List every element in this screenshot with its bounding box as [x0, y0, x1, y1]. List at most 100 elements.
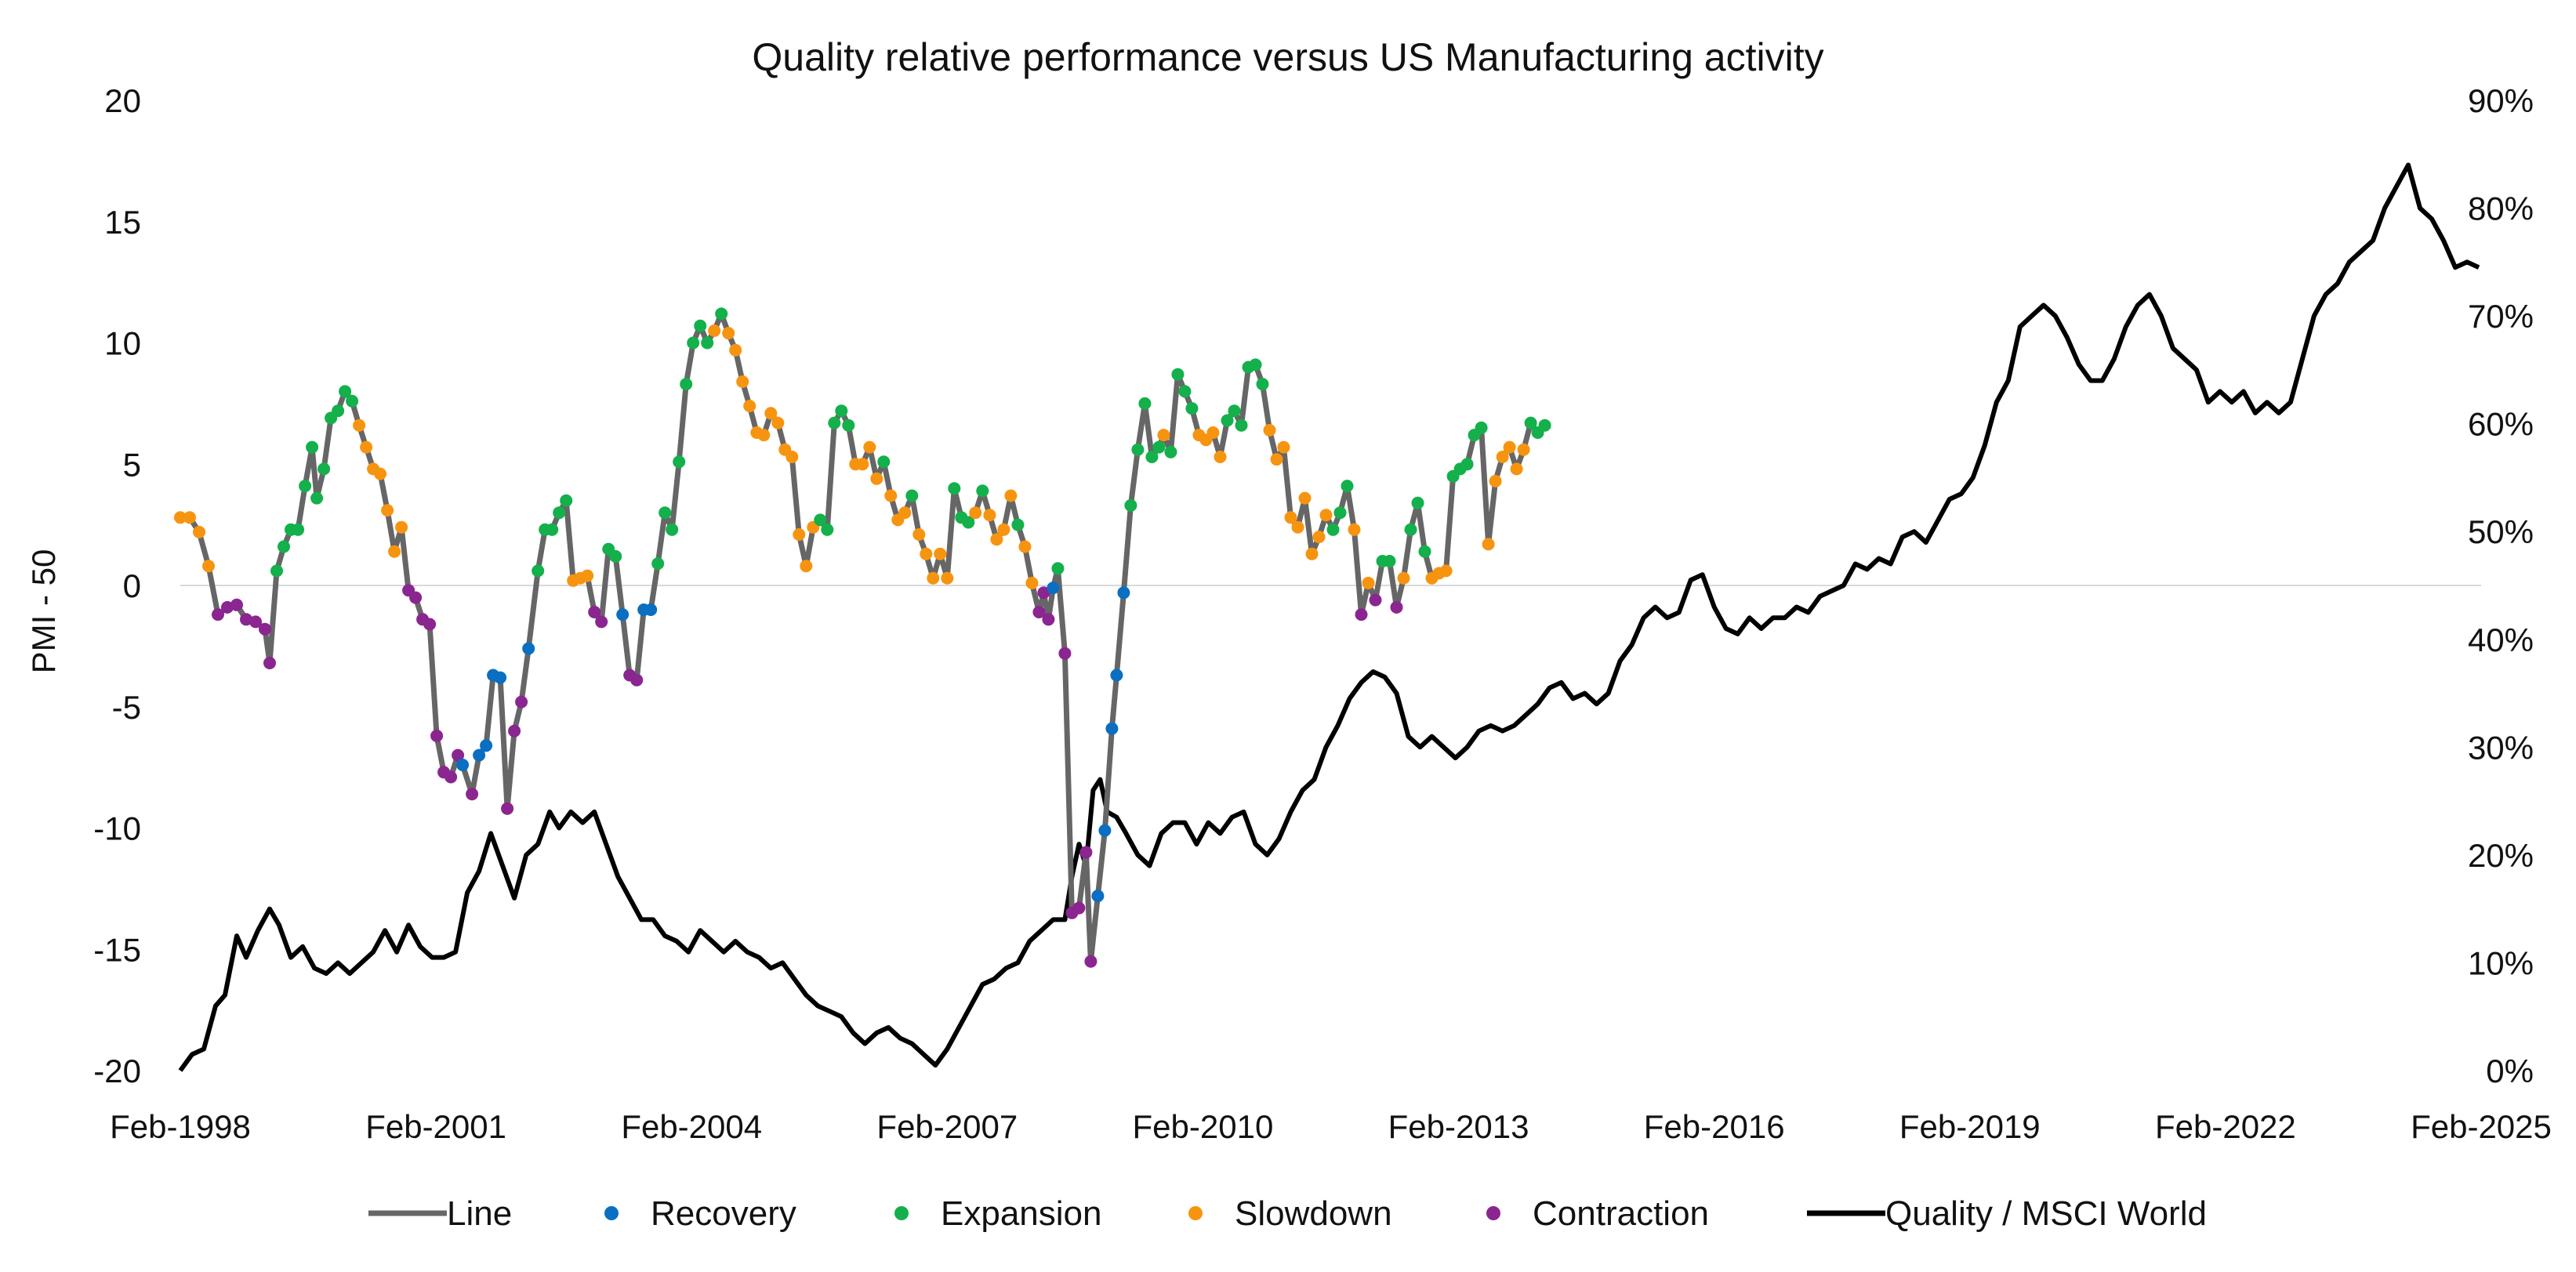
slowdown-dot [920, 547, 933, 560]
expansion-dot [1228, 404, 1241, 418]
expansion-dot [560, 494, 573, 507]
expansion-dot [317, 462, 331, 476]
legend-item: Quality / MSCI World [1807, 1194, 2207, 1233]
slowdown-dot [743, 400, 756, 412]
slowdown-dot [729, 343, 742, 357]
expansion-dot [842, 419, 855, 432]
y-tick-label: 0 [123, 567, 141, 604]
contraction-dot [515, 695, 528, 708]
slowdown-dot [381, 504, 394, 517]
legend-item: Expansion [894, 1194, 1101, 1233]
expansion-dot [299, 480, 312, 493]
recovery-dot [644, 603, 658, 616]
y-axis-label: PMI - 50 [25, 549, 62, 674]
x-tick-label: Feb-2004 [621, 1108, 762, 1145]
recovery-dot [480, 739, 493, 752]
expansion-dot [680, 378, 693, 391]
expansion-dot [877, 455, 891, 469]
expansion-dot [821, 523, 834, 536]
expansion-dot [1164, 445, 1177, 458]
contraction-dot [259, 622, 271, 636]
expansion-dot [1124, 498, 1137, 512]
series-layer [174, 162, 2480, 1072]
expansion-dot [651, 557, 665, 571]
contraction-dot [1037, 586, 1050, 600]
legend-item: Contraction [1486, 1194, 1709, 1233]
contraction-dot [230, 598, 243, 611]
slowdown-dot [736, 375, 749, 388]
recovery-dot [1110, 669, 1123, 682]
recovery-dot [1047, 582, 1060, 595]
expansion-dot [332, 404, 345, 418]
expansion-dot [1152, 440, 1166, 454]
slowdown-dot [1348, 523, 1361, 536]
x-tick-label: Feb-2016 [1644, 1108, 1785, 1145]
expansion-dot [659, 506, 672, 520]
slowdown-dot [1206, 426, 1220, 439]
x-tick-label: Feb-2010 [1133, 1108, 1274, 1145]
slowdown-dot [912, 528, 926, 541]
expansion-dot [1341, 480, 1354, 493]
expansion-dot [1221, 414, 1234, 427]
recovery-dot [616, 608, 629, 622]
expansion-dot [1051, 562, 1065, 575]
expansion-dot [814, 513, 827, 527]
slowdown-dot [1503, 440, 1516, 454]
expansion-dot [701, 336, 714, 350]
y-tick-label: 20 [104, 82, 141, 119]
expansion-dot [292, 523, 305, 536]
expansion-dot [306, 440, 319, 454]
slowdown-dot [990, 533, 1003, 546]
contraction-dot [430, 729, 444, 742]
y-tick-label: 15 [104, 204, 141, 241]
slowdown-dot [764, 407, 778, 420]
contraction-dot [249, 615, 262, 629]
expansion-dot [1460, 458, 1474, 471]
expansion-dot [346, 394, 359, 408]
y2-tick-label: 40% [2468, 622, 2534, 658]
expansion-dot [694, 319, 707, 332]
slowdown-dot [1489, 474, 1502, 487]
slowdown-dot [174, 511, 187, 524]
slowdown-dot [581, 569, 594, 582]
contraction-dot [423, 618, 437, 631]
slowdown-dot [1284, 511, 1297, 524]
y-tick-label: -5 [112, 689, 141, 726]
slowdown-dot [884, 489, 898, 502]
expansion-dot [666, 523, 679, 536]
y-tick-label: -15 [93, 931, 141, 968]
expansion-dot [835, 404, 848, 418]
contraction-dot [1058, 647, 1072, 660]
slowdown-dot [1291, 520, 1304, 534]
expansion-dot [1185, 402, 1199, 415]
y2-tick-label: 80% [2468, 190, 2534, 227]
expansion-dot [1383, 555, 1396, 567]
y2-tick-label: 30% [2468, 729, 2534, 766]
x-tick-label: Feb-2025 [2411, 1108, 2552, 1145]
chart-title: Quality relative performance versus US M… [752, 35, 1823, 79]
slowdown-dot [1510, 462, 1523, 476]
contraction-dot [212, 608, 224, 622]
x-tick-label: Feb-2022 [2155, 1108, 2296, 1145]
quality-msci-world-line [178, 162, 2480, 1072]
expansion-dot [339, 385, 352, 398]
y2-tick-label: 50% [2468, 513, 2534, 550]
slowdown-dot [800, 560, 813, 573]
slowdown-dot [1312, 531, 1326, 544]
x-tick-label: Feb-1998 [110, 1108, 251, 1145]
recovery-dot [1105, 722, 1119, 735]
slowdown-dot [771, 416, 785, 429]
recovery-dot [456, 759, 470, 771]
y2-tick-label: 20% [2468, 837, 2534, 874]
slowdown-dot [863, 440, 876, 454]
slowdown-dot [1263, 423, 1276, 437]
expansion-dot [1171, 368, 1185, 381]
expansion-dot [1011, 518, 1025, 531]
contraction-dot [588, 606, 601, 618]
slowdown-dot [1362, 576, 1375, 589]
legend-label: Line [447, 1194, 512, 1233]
contraction-dot [466, 788, 479, 801]
slowdown-dot [793, 528, 806, 541]
y-tick-label: 5 [123, 446, 141, 483]
